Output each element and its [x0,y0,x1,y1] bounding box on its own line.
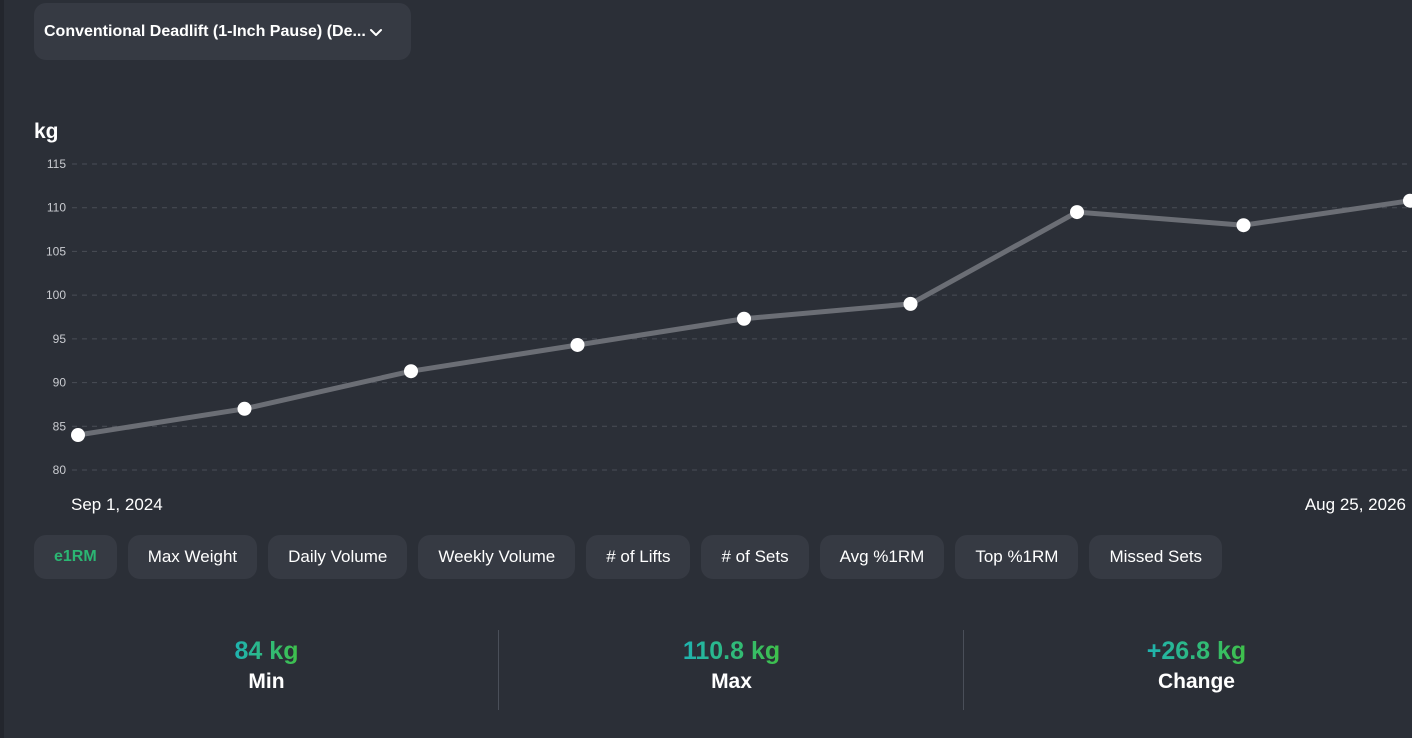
tab-e1rm[interactable]: e1RM [34,535,117,579]
stat-divider [963,630,964,710]
x-axis-end-label: Aug 25, 2026 [1304,495,1406,514]
y-tick-label: 85 [53,419,67,433]
stat-max-value: 110.8 kg [682,637,781,665]
data-point[interactable] [237,401,252,416]
stat-max: 110.8 kg Max [499,630,964,710]
tab-avg-1rm[interactable]: Avg %1RM [819,535,945,579]
y-tick-label: 105 [46,244,66,258]
stat-divider [498,630,499,710]
tab-num-sets[interactable]: # of Sets [701,535,809,579]
stat-max-label: Max [711,670,752,693]
y-tick-label: 100 [46,288,66,302]
stat-min: 84 kg Min [34,630,499,710]
exercise-dropdown[interactable]: Conventional Deadlift (1-Inch Pause) (De… [34,3,411,60]
y-tick-label: 115 [47,157,66,171]
data-point[interactable] [570,337,585,352]
data-point[interactable] [404,364,418,379]
y-tick-label: 90 [53,376,67,390]
data-point[interactable] [1236,218,1251,233]
stat-min-label: Min [248,670,285,693]
tab-max-weight[interactable]: Max Weight [127,535,258,579]
data-point[interactable] [737,311,751,326]
stat-change-value: +26.8 kg [1146,637,1247,665]
stat-change-label: Change [1157,670,1235,693]
stats-summary: 84 kg Min 110.8 kg Max +26.8 kg Change [34,630,1412,710]
chevron-down-icon [369,28,383,38]
data-point[interactable] [903,296,918,311]
tab-daily-volume[interactable]: Daily Volume [268,535,408,579]
e1rm-line-chart: 80 85 90 95 100 105 110 115 [46,157,1412,477]
data-point[interactable] [71,428,85,443]
y-tick-label: 95 [53,332,67,346]
data-point[interactable] [1403,193,1412,208]
tab-weekly-volume[interactable]: Weekly Volume [418,535,576,579]
tab-missed-sets[interactable]: Missed Sets [1089,535,1223,579]
tab-top-1rm[interactable]: Top %1RM [955,535,1079,579]
y-axis-unit-label: kg [34,120,59,143]
stat-change: +26.8 kg Change [964,630,1412,710]
y-tick-label: 80 [53,463,67,477]
tab-num-lifts[interactable]: # of Lifts [586,535,691,579]
data-point[interactable] [1070,205,1084,220]
metric-tabs: e1RM Max Weight Daily Volume Weekly Volu… [34,535,1223,579]
x-axis-start-label: Sep 1, 2024 [71,495,163,514]
exercise-dropdown-label: Conventional Deadlift (1-Inch Pause) (De… [44,22,366,40]
y-tick-label: 110 [47,201,66,215]
stat-min-value: 84 kg [234,637,299,665]
window-edge [0,0,4,738]
